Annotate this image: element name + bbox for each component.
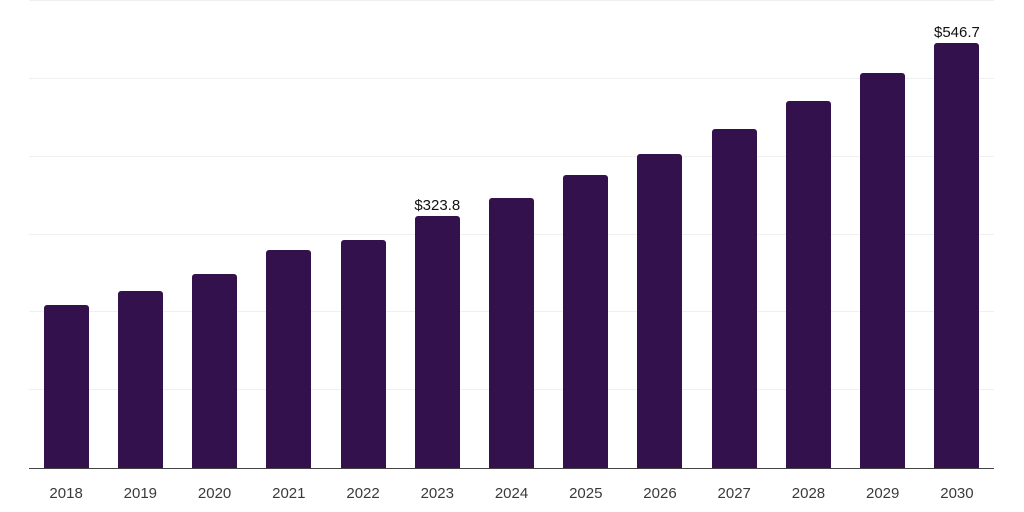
- gridline-500: [29, 77, 994, 79]
- x-tick-2020: 2020: [197, 485, 232, 502]
- bar-2028: [785, 101, 831, 468]
- gridline-400: [29, 155, 994, 157]
- bar-slot-2020: [177, 2, 251, 468]
- x-tick-2030: 2030: [940, 485, 974, 502]
- x-tick-2023: 2023: [420, 485, 454, 502]
- bar-slot-2023: $323.8: [400, 2, 474, 468]
- gridline-600: [29, 0, 994, 1]
- bar-2030: $546.7: [934, 25, 980, 468]
- bar-slot-2027: [697, 2, 771, 468]
- bar-slot-2028: [771, 2, 845, 468]
- bar-slot-2026: [623, 2, 697, 468]
- bar-2026: [637, 153, 683, 468]
- bar-2025: [563, 175, 609, 468]
- bar-2024: [489, 197, 535, 468]
- bar-2029: [860, 73, 906, 468]
- x-tick-2029: 2029: [866, 485, 900, 502]
- bar-2018: [43, 305, 89, 468]
- bar-2023: $323.8: [414, 198, 460, 468]
- x-tick-2024: 2024: [494, 485, 529, 502]
- bar-series: $323.8 $546.7: [29, 2, 994, 468]
- bar-slot-2022: [326, 2, 400, 468]
- bar-2020: [192, 274, 238, 468]
- bar-slot-2025: [549, 2, 623, 468]
- x-tick-2027: 2027: [717, 485, 751, 502]
- bar-slot-2018: [29, 2, 103, 468]
- plot-area: $323.8 $546.7: [29, 0, 994, 469]
- bar-slot-2021: [252, 2, 326, 468]
- bar-2022: [340, 239, 386, 468]
- x-tick-2025: 2025: [569, 485, 603, 502]
- bar-2027: [711, 128, 757, 468]
- bar-2019: [117, 290, 163, 468]
- bar-slot-2024: [474, 2, 548, 468]
- bar-slot-2019: [103, 2, 177, 468]
- bar-slot-2030: $546.7: [920, 2, 994, 468]
- x-tick-2021: 2021: [272, 485, 306, 502]
- x-tick-2022: 2022: [346, 485, 380, 502]
- x-tick-2026: 2026: [643, 485, 677, 502]
- bar-2021: [266, 250, 312, 468]
- x-tick-2018: 2018: [49, 485, 83, 502]
- x-axis-tick-labels: 2018 2019 2020 2021 2022 2023 2024 2025 2026 2027…: [29, 485, 994, 502]
- x-tick-2028: 2028: [791, 485, 826, 502]
- data-label-2030: $546.7: [933, 23, 980, 41]
- data-label-2023: $323.8: [414, 196, 461, 214]
- x-tick-2019: 2019: [123, 485, 158, 502]
- bar-slot-2029: [846, 2, 920, 468]
